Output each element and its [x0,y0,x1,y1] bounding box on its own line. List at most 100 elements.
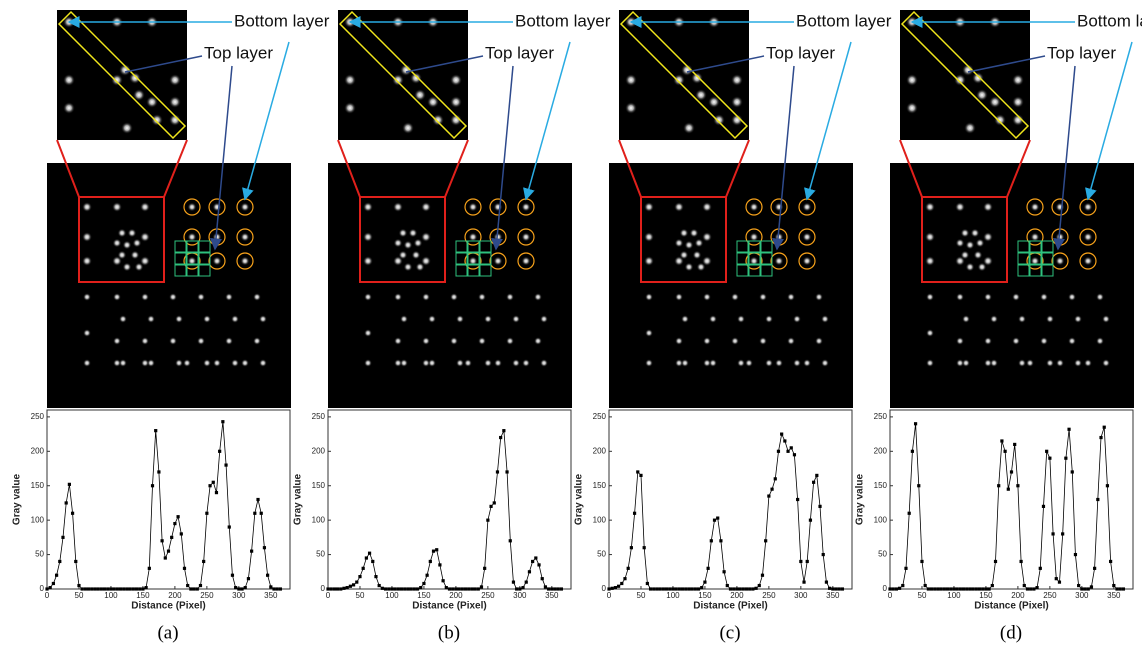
profile-point [780,432,783,435]
profile-point [489,505,492,508]
light-spot [675,337,683,345]
profile-point [767,494,770,497]
profile-point [895,587,898,590]
profile-point [164,556,167,559]
profile-point [330,587,333,590]
light-spot [197,293,205,301]
light-spot [241,257,250,266]
light-spot [645,293,653,301]
light-spot [685,263,694,272]
light-spot [416,263,425,272]
y-tick-label: 150 [874,481,888,490]
y-tick-label: 50 [316,550,325,559]
profile-point [276,587,279,590]
profile-point [113,587,116,590]
profile-point [467,587,470,590]
light-spot [1012,96,1024,108]
light-spot [956,293,964,301]
light-spot [118,229,127,238]
profile-point [132,587,135,590]
profile-point [735,587,738,590]
y-tick-label: 100 [312,515,326,524]
light-spot [962,315,970,323]
profile-point [748,587,751,590]
profile-point [1109,560,1112,563]
light-spot [169,74,181,86]
light-spot [82,202,92,212]
profile-point [1004,450,1007,453]
profile-point [892,587,895,590]
light-spot [140,202,150,212]
light-spot [680,229,689,238]
light-spot [203,315,211,323]
profile-point [962,587,965,590]
light-spot [123,241,132,250]
light-spot [1031,233,1040,242]
light-spot [121,122,133,134]
profile-point [218,450,221,453]
light-spot [765,315,773,323]
y-tick-label: 200 [593,446,607,455]
profile-point [1061,532,1064,535]
light-spot [644,202,654,212]
y-axis-label: Gray value [855,473,866,525]
profile-point [269,585,272,588]
profile-point [898,587,901,590]
light-spot [141,293,149,301]
x-tick-label: 300 [794,591,808,600]
profile-point [920,560,923,563]
profile-point [71,512,74,515]
x-tick-label: 50 [637,591,646,600]
profile-point [553,587,556,590]
light-spot [1068,293,1076,301]
profile-point [1058,581,1061,584]
profile-point [777,450,780,453]
profile-point [486,519,489,522]
light-spot [213,359,221,367]
light-spot [675,239,684,248]
light-spot [971,229,980,238]
light-spot [400,315,408,323]
profile-point [831,587,834,590]
light-spot [984,359,992,367]
light-spot [1102,315,1110,323]
y-tick-label: 150 [31,481,45,490]
y-tick-label: 0 [602,584,607,593]
light-spot [925,256,935,266]
profile-point [770,488,773,491]
profile-point [1087,587,1090,590]
profile-point [550,587,553,590]
light-spot [1012,293,1020,301]
y-axis-label: Gray value [12,473,23,525]
profile-point [419,586,422,589]
light-spot [644,256,654,266]
light-spot [990,315,998,323]
light-spot [926,329,934,337]
light-spot [709,315,717,323]
profile-point [691,587,694,590]
profile-point [176,515,179,518]
light-spot [63,74,75,86]
profile-point [100,587,103,590]
light-spot [964,122,976,134]
profile-point [346,586,349,589]
profile-point [272,587,275,590]
x-tick-label: 350 [545,591,559,600]
profile-point [1023,584,1026,587]
x-tick-label: 100 [666,591,680,600]
profile-point [930,587,933,590]
light-spot [402,122,414,134]
profile-point [936,587,939,590]
light-spot [683,122,695,134]
light-spot [1056,203,1065,212]
y-tick-label: 150 [593,481,607,490]
light-spot [702,202,712,212]
light-spot [522,233,531,242]
profile-point [502,429,505,432]
profile-point [90,587,93,590]
profile-point [838,587,841,590]
x-tick-label: 0 [326,591,331,600]
profile-point [93,587,96,590]
profile-point [416,587,419,590]
light-spot [926,359,934,367]
